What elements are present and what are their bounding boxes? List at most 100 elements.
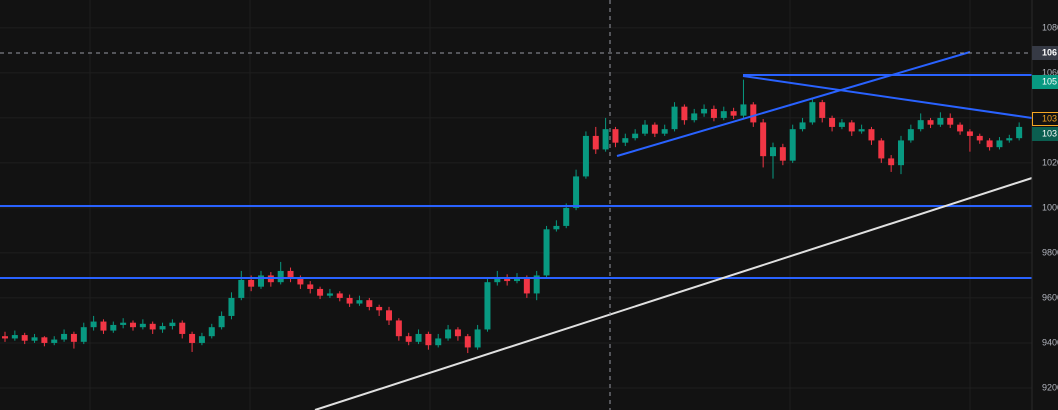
candle-body bbox=[602, 129, 609, 150]
candle-body bbox=[139, 323, 146, 328]
y-tick-label: 9800 bbox=[1042, 247, 1058, 257]
candle-body bbox=[829, 117, 836, 127]
candle-body bbox=[789, 129, 796, 161]
candle-body bbox=[130, 322, 136, 328]
candle-body bbox=[632, 133, 639, 139]
candle-body bbox=[898, 140, 904, 166]
candle-body bbox=[838, 122, 845, 127]
price-label-box bbox=[1032, 46, 1058, 60]
candle-body bbox=[622, 138, 629, 143]
candle-body bbox=[120, 322, 127, 325]
candle-body bbox=[41, 337, 48, 343]
candle-body bbox=[563, 207, 570, 226]
candle-body bbox=[51, 339, 58, 343]
candle-body bbox=[464, 336, 471, 348]
candle-body bbox=[307, 284, 314, 289]
candle-body bbox=[287, 270, 294, 278]
candle-body bbox=[799, 122, 806, 130]
crosshair bbox=[0, 0, 1032, 410]
horizontal-grid bbox=[0, 27, 1032, 389]
trend-line bbox=[314, 177, 1033, 410]
candle-body bbox=[189, 333, 196, 343]
candle-body bbox=[779, 147, 786, 161]
candle-body bbox=[336, 293, 343, 298]
candle-body bbox=[277, 270, 284, 283]
candle-body bbox=[376, 306, 383, 311]
candle-body bbox=[474, 329, 481, 348]
candle-body bbox=[454, 329, 461, 337]
candle-body bbox=[523, 277, 530, 294]
price-label: 105 bbox=[1042, 76, 1057, 86]
drawings bbox=[0, 51, 1033, 410]
candle-body bbox=[248, 279, 255, 287]
trend-line bbox=[616, 51, 971, 157]
y-tick-label: 10200 bbox=[1042, 157, 1058, 167]
candle-body bbox=[2, 336, 8, 339]
candle-body bbox=[740, 104, 747, 116]
price-label-box bbox=[1032, 127, 1058, 141]
candle-body bbox=[543, 229, 550, 276]
price-label-box bbox=[1032, 112, 1058, 126]
price-labels: 106 105 103 103 bbox=[1032, 46, 1058, 141]
y-tick-label: 10000 bbox=[1042, 202, 1058, 212]
candle-body bbox=[917, 120, 924, 130]
candle-body bbox=[80, 327, 87, 342]
candle-body bbox=[61, 333, 68, 340]
candle-body bbox=[159, 326, 166, 330]
candle-body bbox=[326, 293, 333, 296]
candle-body bbox=[198, 336, 205, 343]
candle-body bbox=[405, 336, 412, 342]
candle-body bbox=[415, 333, 422, 342]
candle-body bbox=[907, 129, 914, 141]
candle-body bbox=[494, 277, 501, 283]
candle-body bbox=[366, 300, 373, 307]
candle-body bbox=[937, 117, 944, 125]
candle-body bbox=[573, 176, 580, 208]
candle-body bbox=[710, 108, 717, 118]
candle-body bbox=[858, 129, 865, 132]
candle-body bbox=[996, 140, 1003, 148]
candle-body bbox=[612, 129, 619, 143]
candle-body bbox=[435, 338, 442, 346]
candle-body bbox=[484, 282, 491, 330]
candle-body bbox=[356, 300, 363, 304]
candle-body bbox=[661, 129, 668, 134]
candles bbox=[2, 79, 1023, 354]
price-axis bbox=[1032, 0, 1058, 410]
candle-body bbox=[1006, 138, 1013, 141]
candle-body bbox=[514, 277, 520, 282]
y-tick-label: 9200 bbox=[1042, 382, 1058, 392]
candle-body bbox=[258, 275, 264, 287]
candle-body bbox=[878, 140, 885, 159]
y-tick-label: 9400 bbox=[1042, 337, 1058, 347]
candle-body bbox=[208, 327, 215, 337]
candle-body bbox=[957, 124, 964, 132]
candle-body bbox=[100, 321, 107, 331]
price-label: 103 bbox=[1042, 113, 1057, 123]
candle-body bbox=[228, 297, 235, 316]
candle-body bbox=[110, 324, 117, 331]
candle-body bbox=[553, 225, 560, 230]
candle-body bbox=[1016, 126, 1023, 139]
candle-body bbox=[809, 102, 816, 123]
candle-body bbox=[947, 117, 954, 125]
candle-body bbox=[819, 102, 826, 118]
candle-body bbox=[770, 147, 776, 157]
candle-body bbox=[927, 120, 934, 125]
candle-body bbox=[720, 111, 727, 118]
candle-body bbox=[681, 106, 688, 121]
candle-body bbox=[976, 135, 983, 141]
candle-body bbox=[642, 124, 648, 134]
candle-body bbox=[31, 337, 38, 341]
price-label: 103 bbox=[1042, 128, 1057, 138]
candle-body bbox=[238, 279, 245, 298]
candle-body bbox=[750, 104, 757, 123]
candle-body bbox=[671, 106, 678, 130]
candle-body bbox=[169, 322, 176, 327]
candle-body bbox=[848, 122, 855, 132]
candle-body bbox=[592, 135, 599, 150]
candle-body bbox=[445, 329, 452, 339]
candle-body bbox=[730, 111, 737, 116]
